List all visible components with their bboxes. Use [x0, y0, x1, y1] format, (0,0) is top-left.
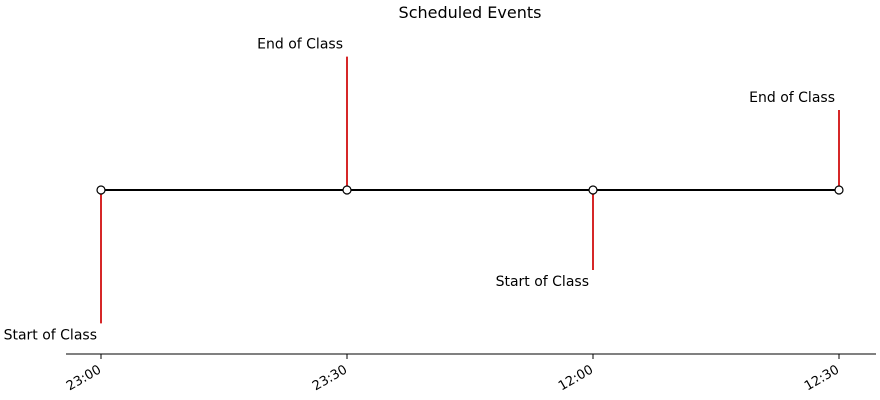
event-label: Start of Class: [4, 327, 97, 343]
event-label: End of Class: [257, 37, 343, 53]
x-ticks: 23:00 23:30 12:00 12:30: [64, 354, 842, 394]
event-label: Start of Class: [496, 274, 589, 290]
event-marker: [834, 185, 844, 195]
event-marker: [96, 185, 106, 195]
event-marker: [342, 185, 352, 195]
x-tick-label: 23:00: [64, 362, 104, 394]
chart-title: Scheduled Events: [399, 3, 542, 22]
x-tick-label: 12:00: [556, 362, 596, 394]
event-stems: [100, 56, 840, 324]
x-tick-label: 12:30: [802, 362, 842, 394]
event-label: End of Class: [749, 90, 835, 106]
event-markers: [96, 185, 844, 195]
event-marker: [588, 185, 598, 195]
x-tick-label: 23:30: [310, 362, 350, 394]
event-labels: Start of Class End of Class Start of Class…: [4, 37, 835, 344]
